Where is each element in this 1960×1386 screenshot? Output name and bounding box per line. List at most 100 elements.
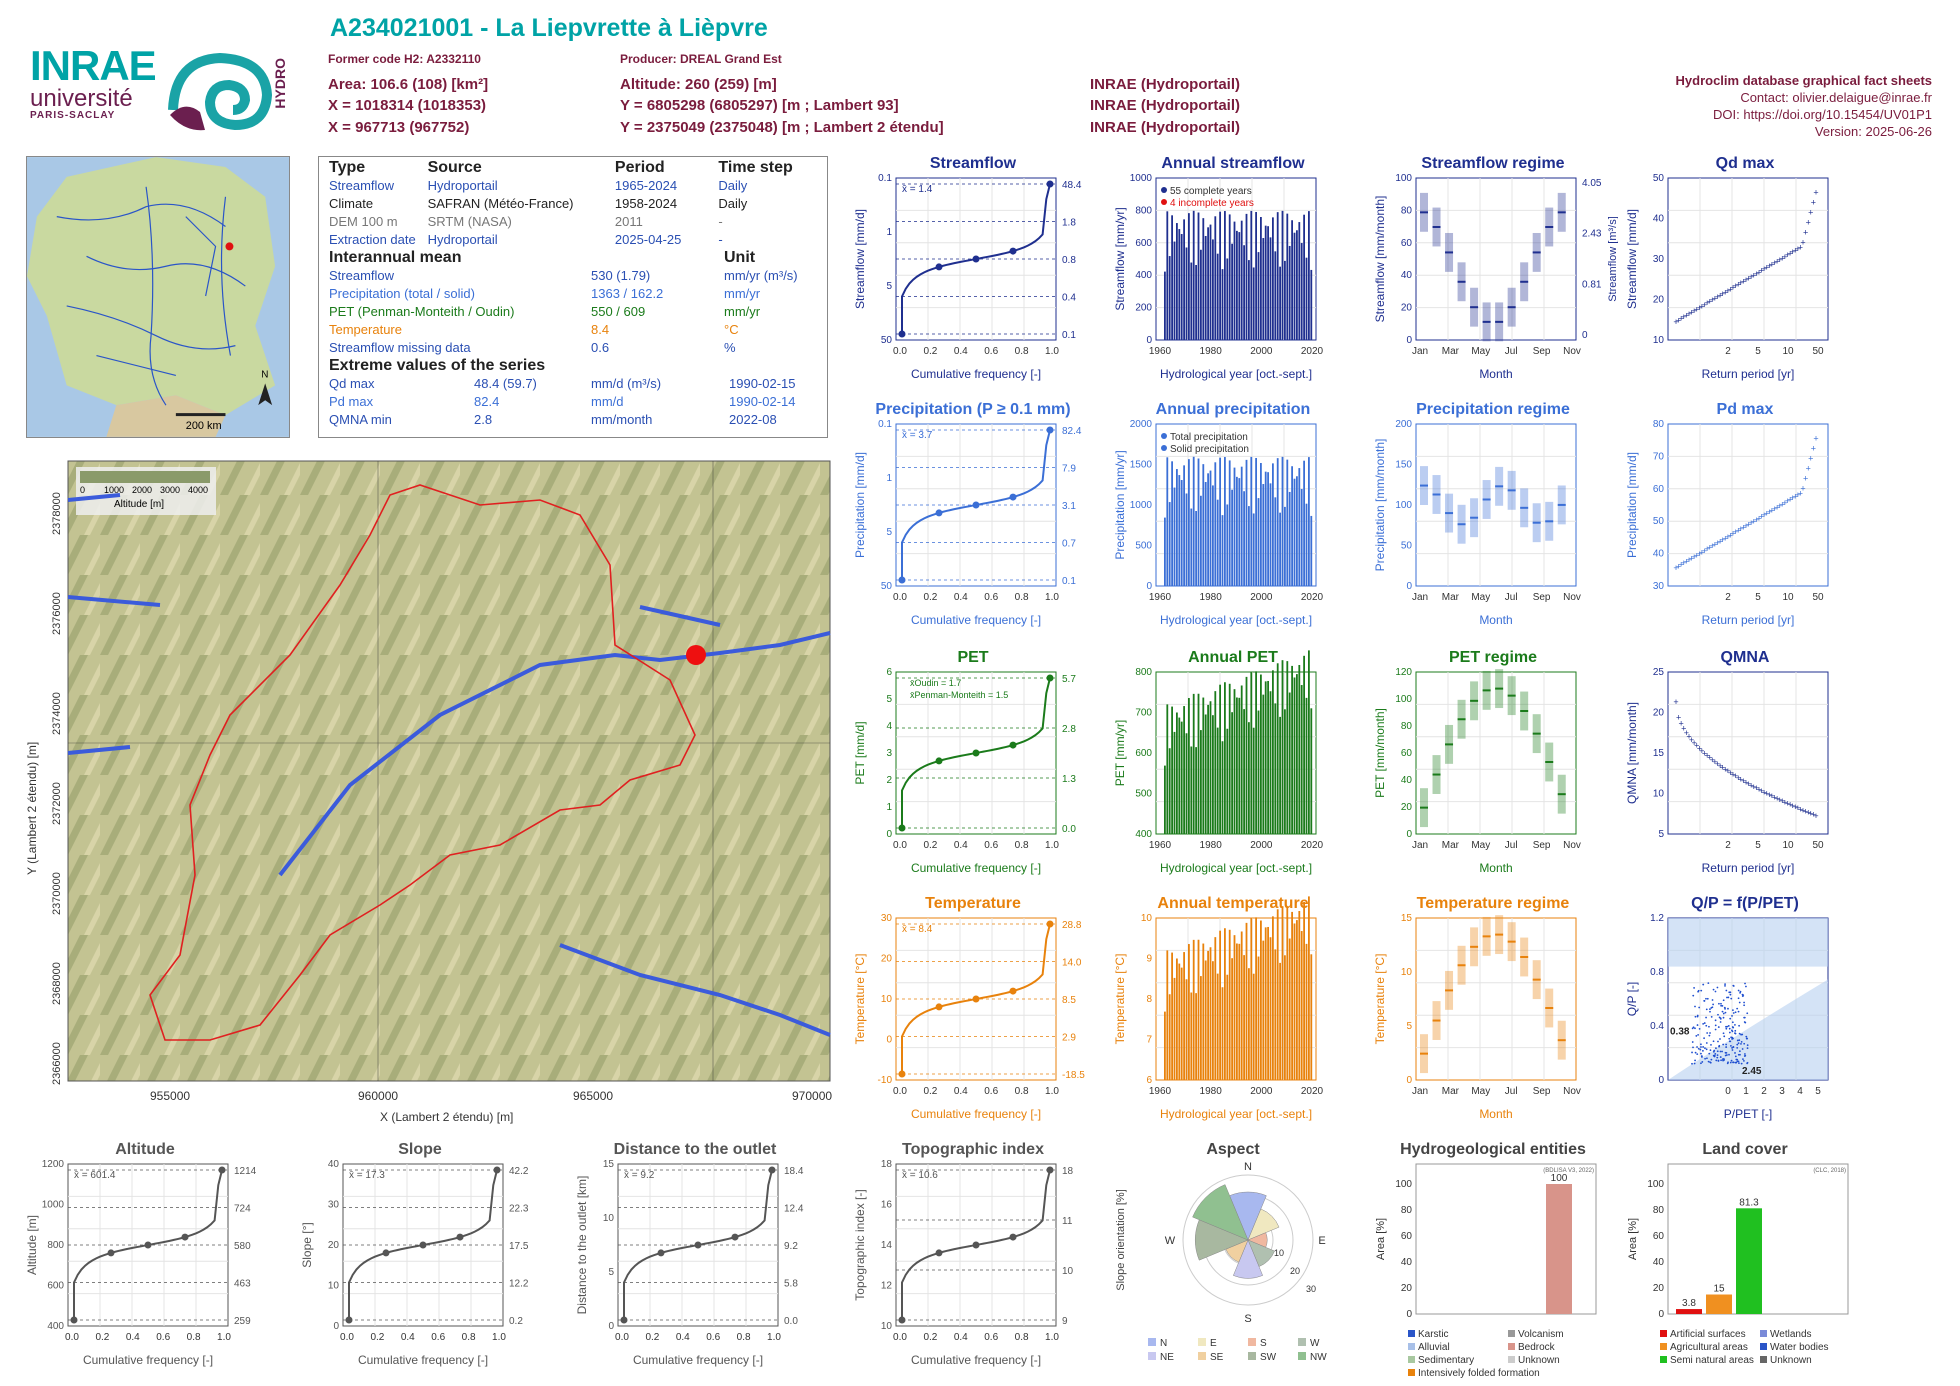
year-bar bbox=[1168, 748, 1171, 834]
x-tick: 0.8 bbox=[1015, 1086, 1029, 1097]
y-tick: 0 bbox=[1658, 1309, 1664, 1320]
qp-point bbox=[1725, 989, 1728, 992]
return-point: + bbox=[1806, 218, 1811, 228]
qp-point bbox=[1734, 1023, 1736, 1026]
year-bar bbox=[1255, 211, 1257, 340]
year-bar bbox=[1173, 731, 1176, 834]
year-bar bbox=[1240, 685, 1243, 834]
version: Version: 2025-06-26 bbox=[1814, 124, 1932, 139]
right-tick: 0.81 bbox=[1582, 279, 1602, 290]
y-tick: 8 bbox=[1146, 994, 1152, 1005]
qp-point bbox=[1722, 1032, 1725, 1035]
y-tick: 0 bbox=[1406, 1075, 1412, 1086]
qp-point bbox=[1705, 1008, 1708, 1011]
qp-point bbox=[1723, 1035, 1726, 1038]
year-bar bbox=[1233, 467, 1236, 586]
year-bar bbox=[1238, 943, 1241, 1080]
quantile-point bbox=[1009, 741, 1017, 749]
year-bar bbox=[1214, 216, 1217, 340]
qp-point bbox=[1706, 1032, 1709, 1034]
qp-point bbox=[1744, 1053, 1746, 1055]
year-bar bbox=[1228, 929, 1231, 1080]
y-tick: 30 bbox=[328, 1200, 340, 1211]
x-tick: 2 bbox=[1725, 346, 1731, 357]
qp-point bbox=[1710, 1043, 1712, 1046]
year-bar bbox=[1173, 487, 1176, 586]
qp-point bbox=[1707, 982, 1710, 985]
qp-point bbox=[1710, 1015, 1713, 1018]
qp-point bbox=[1734, 1032, 1736, 1034]
td: 48.4 (59.7) bbox=[474, 376, 537, 391]
qp-point bbox=[1709, 1049, 1712, 1052]
return-point: + bbox=[1811, 444, 1816, 454]
qp-point bbox=[1743, 1001, 1746, 1004]
year-bar bbox=[1248, 968, 1250, 1080]
year-bar bbox=[1267, 472, 1269, 586]
rivers bbox=[67, 493, 831, 1037]
y-tick: 60 bbox=[1653, 484, 1665, 495]
legend-label: NW bbox=[1310, 1352, 1327, 1363]
quantile-label: 8.5 bbox=[1062, 995, 1076, 1006]
qp-point bbox=[1746, 1062, 1749, 1065]
quantile-point bbox=[1046, 920, 1054, 928]
year-bar bbox=[1243, 245, 1245, 340]
year-bar bbox=[1272, 916, 1274, 1080]
qp-point bbox=[1720, 1059, 1722, 1062]
panel-annual_pet: Annual PET 400 500 600 700 800 PET [mm/yr] Hydr… bbox=[1113, 649, 1324, 875]
year-bar bbox=[1286, 213, 1289, 340]
qp-point bbox=[1696, 1015, 1699, 1018]
year-bar bbox=[1221, 269, 1224, 340]
france-map: 200 km N bbox=[26, 156, 290, 438]
legend-marker bbox=[1161, 445, 1167, 451]
year-bar bbox=[1219, 211, 1221, 340]
return-point: + bbox=[1782, 797, 1787, 807]
year-bar bbox=[1305, 257, 1308, 340]
td: °C bbox=[724, 322, 739, 337]
year-bar bbox=[1168, 256, 1171, 340]
y-tick: 20 bbox=[1653, 708, 1665, 719]
y-tick: 80 bbox=[1401, 205, 1413, 216]
return-point: + bbox=[1795, 244, 1800, 254]
y-tick: 600 bbox=[1135, 748, 1152, 759]
year-bar bbox=[1298, 664, 1301, 834]
year-bar bbox=[1180, 480, 1183, 586]
year-bar bbox=[1166, 457, 1169, 586]
qp-point bbox=[1728, 1037, 1731, 1040]
qp-point bbox=[1698, 1006, 1701, 1009]
qp-point bbox=[1708, 1025, 1710, 1028]
year-bar bbox=[1178, 475, 1181, 586]
x-tick: 0.4 bbox=[954, 346, 968, 357]
mean-label: x̄ = 9.2 bbox=[624, 1170, 655, 1181]
db-name: Hydroclim database graphical fact sheets bbox=[1675, 73, 1932, 88]
x-tick: Mar bbox=[1442, 1086, 1460, 1097]
qp-point bbox=[1731, 1021, 1734, 1024]
year-bar bbox=[1245, 676, 1248, 834]
aspect-ring-label: 30 bbox=[1306, 1284, 1316, 1294]
return-point: + bbox=[1787, 800, 1792, 810]
qp-point bbox=[1703, 1000, 1706, 1002]
y-axis-label: Precipitation [mm/d] bbox=[1625, 452, 1639, 558]
panel-annual_temperature: Annual temperature 6 7 8 9 10 Temperature [°C]… bbox=[1113, 895, 1324, 1121]
td: mm/month bbox=[591, 412, 653, 427]
qp-point bbox=[1728, 1027, 1731, 1030]
qp-point bbox=[1740, 1033, 1742, 1036]
qp-point bbox=[1732, 1037, 1734, 1040]
quantile-point bbox=[768, 1166, 776, 1174]
quantile-label: 7.9 bbox=[1062, 464, 1076, 475]
y-tick: 150 bbox=[1395, 460, 1412, 471]
year-bar bbox=[1308, 457, 1310, 586]
qp-point bbox=[1712, 1040, 1715, 1043]
year-bar bbox=[1224, 682, 1226, 834]
year-bar bbox=[1236, 697, 1238, 834]
year-bar bbox=[1195, 747, 1197, 834]
qp-point bbox=[1716, 986, 1719, 989]
return-point: + bbox=[1704, 544, 1709, 554]
year-bar bbox=[1310, 708, 1313, 834]
x-axis-label: Hydrological year [oct.-sept.] bbox=[1160, 1107, 1312, 1121]
quantile-label: 0.1 bbox=[1062, 576, 1076, 587]
year-bar bbox=[1207, 950, 1209, 1080]
year-bar bbox=[1166, 211, 1169, 340]
catchment-outline bbox=[149, 484, 696, 1041]
x-tick: 1980 bbox=[1200, 1086, 1223, 1097]
return-point: + bbox=[1733, 771, 1738, 781]
